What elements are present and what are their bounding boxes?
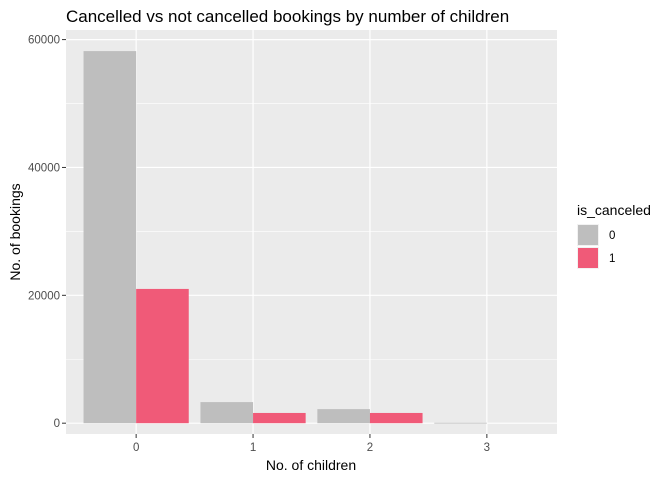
legend-title: is_canceled: [577, 202, 651, 218]
y-tick-label: 40000: [28, 162, 60, 174]
legend-swatch-0: [578, 225, 598, 245]
legend-swatch-1: [578, 248, 598, 268]
bar-series-0-cat-3: [434, 422, 487, 424]
x-axis: 0 1 2 3: [133, 434, 490, 454]
legend-label-1: 1: [609, 253, 615, 265]
legend-label-0: 0: [609, 230, 615, 242]
x-tick-label: 2: [367, 442, 373, 454]
y-axis-title: No. of bookings: [7, 183, 23, 280]
y-axis: 0 20000 40000 60000: [28, 35, 66, 430]
x-tick-label: 3: [484, 442, 490, 454]
bar-series-1-cat-1: [253, 412, 306, 424]
bar-series-0-cat-2: [317, 409, 370, 424]
y-tick-label: 0: [54, 418, 60, 430]
x-axis-title: No. of children: [266, 457, 356, 473]
y-tick-label: 60000: [28, 35, 60, 47]
legend: is_canceled 0 1: [577, 202, 651, 269]
bar-series-1-cat-0: [136, 288, 189, 424]
bars: [83, 51, 487, 424]
bar-series-0-cat-0: [83, 51, 137, 424]
chart-title: Cancelled vs not cancelled bookings by n…: [66, 7, 509, 26]
bar-series-1-cat-2: [369, 412, 423, 424]
y-tick-label: 20000: [28, 290, 60, 302]
x-tick-label: 1: [250, 442, 256, 454]
x-tick-label: 0: [133, 442, 139, 454]
bar-series-0-cat-1: [200, 402, 254, 424]
